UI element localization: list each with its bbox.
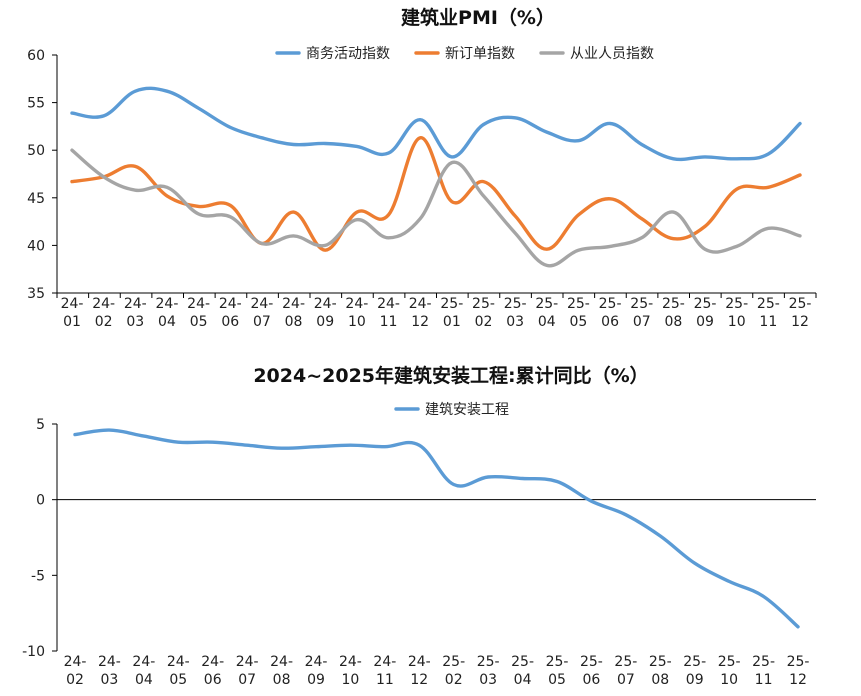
c1-legend-label: 商务活动指数 bbox=[306, 46, 390, 62]
c1-x-tick-label: 24-12 bbox=[409, 296, 432, 330]
c1-x-tick-label: 24-04 bbox=[156, 296, 179, 330]
c1-x-tick-label: 25-08 bbox=[662, 296, 685, 330]
c2-x-tick-label: 24-02 bbox=[64, 654, 87, 688]
c2-y-tick-label: 5 bbox=[36, 417, 45, 433]
c1-x-tick-label: 25-03 bbox=[504, 296, 527, 330]
pmi-y-axis: 60 55 50 45 40 35 bbox=[27, 48, 45, 302]
c2-x-tick-label: 24-09 bbox=[305, 654, 328, 688]
c1-series-line-1 bbox=[70, 86, 802, 162]
c1-y-tick-label: 35 bbox=[27, 286, 45, 302]
construction-y-axis: 5 0 -5 -10 bbox=[22, 417, 45, 660]
pmi-legend: 商务活动指数 新订单指数 从业人员指数 bbox=[275, 46, 654, 62]
c2-x-tick-label: 24-12 bbox=[408, 654, 431, 688]
c1-legend-label: 从业人员指数 bbox=[570, 46, 654, 62]
construction-chart: 2024~2025年建筑安装工程:累计同比（%） 建筑安装工程 50-5-10 … bbox=[22, 364, 816, 688]
c1-x-tick-label: 25-10 bbox=[725, 296, 748, 330]
c1-x-tick-label: 25-05 bbox=[567, 296, 590, 330]
c2-x-tick-label: 25-04 bbox=[511, 654, 534, 688]
c2-y-tick-label: 0 bbox=[36, 493, 45, 509]
c2-x-tick-label: 25-09 bbox=[683, 654, 706, 688]
c1-x-tick-label: 25-06 bbox=[599, 296, 622, 330]
c2-x-tick-label: 24-03 bbox=[98, 654, 121, 688]
c1-x-tick-label: 24-01 bbox=[61, 296, 84, 330]
c1-x-tick-label: 24-10 bbox=[345, 296, 368, 330]
c1-x-tick-label: 25-09 bbox=[694, 296, 717, 330]
pmi-x-axis: 24-01 24-02 24-03 24-04 24-05 24-06 24-07 24-08… bbox=[61, 296, 812, 330]
pmi-chart-title: 建筑业PMI（%） bbox=[401, 6, 555, 29]
c2-x-tick-label: 25-02 bbox=[442, 654, 465, 688]
c1-x-tick-label: 24-03 bbox=[124, 296, 147, 330]
construction-chart-title: 2024~2025年建筑安装工程:累计同比（%） bbox=[253, 364, 648, 387]
c1-x-tick-label: 25-11 bbox=[757, 296, 780, 330]
c2-x-tick-label: 25-03 bbox=[477, 654, 500, 688]
c1-y-tick-label: 55 bbox=[27, 96, 45, 112]
c1-x-tick-label: 24-09 bbox=[314, 296, 337, 330]
c2-x-tick-label: 25-12 bbox=[787, 654, 810, 688]
c2-x-tick-label: 24-10 bbox=[339, 654, 362, 688]
c1-y-tick-label: 45 bbox=[27, 191, 45, 207]
construction-axes bbox=[52, 423, 816, 652]
c1-series-line-3 bbox=[70, 148, 802, 268]
c2-x-tick-label: 25-05 bbox=[546, 654, 569, 688]
c1-x-tick-label: 25-01 bbox=[440, 296, 463, 330]
c1-x-tick-label: 25-12 bbox=[789, 296, 812, 330]
c1-x-tick-label: 25-04 bbox=[535, 296, 558, 330]
pmi-chart: 建筑业PMI（%） 商务活动指数 新订单指数 从业人员指数 60 55 50 45 40 35… bbox=[27, 6, 817, 330]
c2-y-tick-label: -10 bbox=[22, 644, 45, 660]
c2-x-tick-label: 25-11 bbox=[752, 654, 775, 688]
c1-legend-label: 新订单指数 bbox=[445, 46, 515, 62]
construction-legend: 建筑安装工程 bbox=[394, 402, 509, 418]
pmi-axes bbox=[52, 54, 817, 298]
c2-x-tick-label: 24-11 bbox=[373, 654, 396, 688]
c2-x-tick-label: 24-04 bbox=[132, 654, 155, 688]
c2-x-tick-label: 24-08 bbox=[270, 654, 293, 688]
pmi-series bbox=[70, 86, 802, 268]
c1-x-tick-label: 24-06 bbox=[219, 296, 242, 330]
c2-x-tick-label: 25-10 bbox=[718, 654, 741, 688]
c1-x-tick-label: 25-02 bbox=[472, 296, 495, 330]
c1-x-tick-label: 24-08 bbox=[282, 296, 305, 330]
c2-x-tick-label: 25-08 bbox=[649, 654, 672, 688]
construction-x-axis: 24-02 24-03 24-04 24-05 24-06 24-07 24-08 24-09… bbox=[64, 654, 810, 688]
c1-x-tick-label: 24-07 bbox=[250, 296, 273, 330]
c1-x-tick-label: 24-05 bbox=[187, 296, 210, 330]
c2-legend-label: 建筑安装工程 bbox=[425, 402, 509, 418]
c2-x-tick-label: 25-06 bbox=[580, 654, 603, 688]
c2-series-line-1 bbox=[73, 428, 800, 629]
c2-x-tick-label: 24-06 bbox=[201, 654, 224, 688]
c2-x-tick-label: 24-07 bbox=[236, 654, 259, 688]
c2-x-tick-label: 25-07 bbox=[614, 654, 637, 688]
c1-series-line-2 bbox=[70, 136, 802, 252]
c1-y-tick-label: 40 bbox=[27, 238, 45, 254]
c1-x-tick-label: 25-07 bbox=[630, 296, 653, 330]
c2-y-tick-label: -5 bbox=[31, 568, 45, 584]
c1-y-tick-label: 50 bbox=[27, 143, 45, 159]
construction-series bbox=[73, 428, 800, 629]
c1-x-tick-label: 24-11 bbox=[377, 296, 400, 330]
c2-x-tick-label: 24-05 bbox=[167, 654, 190, 688]
c1-y-tick-label: 60 bbox=[27, 48, 45, 64]
c1-x-tick-label: 24-02 bbox=[92, 296, 115, 330]
